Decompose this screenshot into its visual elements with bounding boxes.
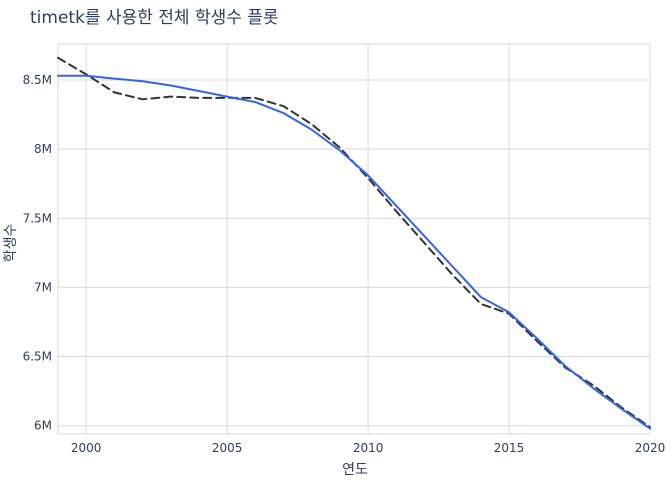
series-lines <box>57 56 651 430</box>
x-tick-label: 2005 <box>212 441 243 455</box>
y-tick-label: 7M <box>34 280 52 294</box>
x-axis-ticks: 2000 2005 2010 2015 2020 <box>71 441 665 455</box>
y-tick-label: 6.5M <box>23 350 52 364</box>
chart-title: timetk를 사용한 전체 학생수 플롯 <box>30 8 279 28</box>
y-axis-title: 학생수 <box>3 224 19 263</box>
series-line-1 <box>57 56 651 429</box>
plot-frame <box>57 43 651 435</box>
x-axis-title: 연도 <box>342 462 368 478</box>
y-tick-label: 6M <box>34 419 52 433</box>
x-tick-label: 2015 <box>494 441 525 455</box>
series-line-2 <box>57 74 651 430</box>
y-axis-ticks: 6M 6.5M 7M 7.5M 8M 8.5M <box>23 73 52 433</box>
x-tick-label: 2020 <box>635 441 666 455</box>
y-tick-label: 8M <box>34 142 52 156</box>
y-tick-label: 8.5M <box>23 73 52 87</box>
y-tick-label: 7.5M <box>23 211 52 225</box>
x-tick-label: 2000 <box>71 441 102 455</box>
x-tick-label: 2010 <box>353 441 384 455</box>
grid <box>57 43 651 435</box>
